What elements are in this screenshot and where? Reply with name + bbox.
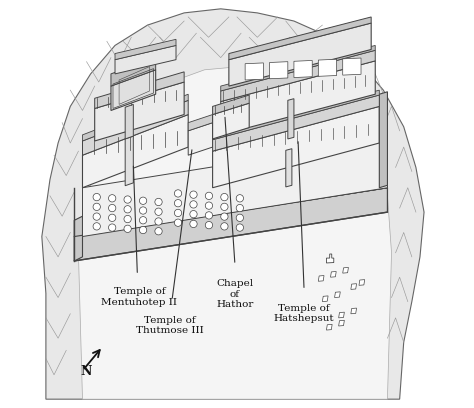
Circle shape [124,215,131,223]
Circle shape [236,224,244,231]
Polygon shape [229,23,371,86]
Circle shape [155,228,162,235]
Circle shape [221,223,228,230]
Polygon shape [95,72,184,109]
Polygon shape [288,99,294,139]
Circle shape [109,204,116,212]
Polygon shape [319,59,337,76]
Circle shape [236,204,244,212]
Circle shape [109,214,116,222]
Polygon shape [213,95,379,151]
Circle shape [236,195,244,202]
Circle shape [124,225,131,233]
Circle shape [174,219,182,226]
Polygon shape [338,320,344,326]
Polygon shape [335,292,340,297]
Polygon shape [213,106,379,188]
Circle shape [93,213,100,220]
Text: Temple of
Hatshepsut: Temple of Hatshepsut [274,304,334,323]
Circle shape [205,202,213,209]
Circle shape [221,203,228,211]
Polygon shape [213,103,249,139]
Circle shape [124,196,131,203]
Polygon shape [322,296,328,302]
Polygon shape [95,82,184,141]
Polygon shape [42,9,424,399]
Polygon shape [115,39,176,60]
Circle shape [124,206,131,213]
Polygon shape [125,104,133,139]
Polygon shape [74,171,387,237]
Circle shape [190,191,197,198]
Polygon shape [294,60,312,78]
Circle shape [236,214,244,222]
Polygon shape [82,94,188,141]
Circle shape [93,193,100,201]
Polygon shape [286,149,292,187]
Polygon shape [82,115,188,188]
Circle shape [139,217,147,224]
Circle shape [190,201,197,208]
Polygon shape [78,66,392,399]
Polygon shape [327,324,332,330]
Polygon shape [188,115,213,131]
Circle shape [109,224,116,231]
Text: Chapel
of
Hathor: Chapel of Hathor [216,279,254,309]
Circle shape [205,212,213,219]
Polygon shape [359,279,365,285]
Polygon shape [111,70,155,111]
Polygon shape [74,188,387,261]
Circle shape [93,203,100,211]
Polygon shape [125,136,133,186]
Circle shape [190,211,197,218]
Polygon shape [245,63,264,80]
Polygon shape [351,308,356,314]
Circle shape [205,192,213,200]
Polygon shape [213,95,249,115]
Circle shape [174,209,182,217]
Polygon shape [270,62,288,79]
Polygon shape [379,92,387,188]
Circle shape [221,213,228,220]
Polygon shape [343,267,348,273]
Circle shape [139,197,147,204]
Text: Temple of
Thutmose III: Temple of Thutmose III [136,316,204,335]
Circle shape [174,200,182,207]
Circle shape [139,226,147,234]
Polygon shape [221,50,375,102]
Text: Temple of
Mentuhotep II: Temple of Mentuhotep II [101,287,177,307]
Text: N: N [81,365,92,378]
Polygon shape [319,275,324,281]
Circle shape [155,218,162,225]
Polygon shape [115,45,176,74]
Polygon shape [343,58,361,75]
Circle shape [221,193,228,201]
Polygon shape [82,139,387,237]
Polygon shape [188,123,213,155]
Circle shape [190,220,197,228]
Circle shape [205,222,213,229]
Polygon shape [111,58,155,86]
Circle shape [155,208,162,215]
Polygon shape [229,17,371,60]
Circle shape [93,223,100,230]
Polygon shape [213,90,379,140]
Polygon shape [327,254,334,263]
Polygon shape [351,284,356,289]
Polygon shape [338,312,344,318]
Circle shape [155,198,162,206]
Circle shape [174,190,182,197]
Circle shape [139,207,147,214]
Polygon shape [221,45,375,91]
Polygon shape [221,61,375,135]
Polygon shape [82,100,188,155]
Polygon shape [74,216,82,261]
Polygon shape [330,271,336,277]
Circle shape [109,195,116,202]
